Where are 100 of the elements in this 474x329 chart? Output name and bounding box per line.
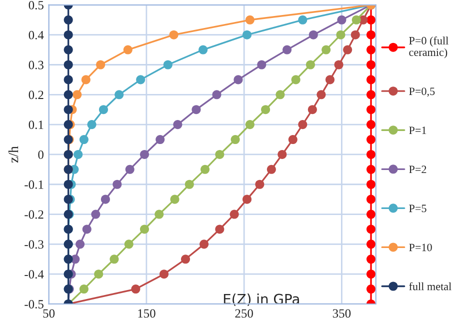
point (98, 105, 108, 114)
point (337, 15, 346, 24)
y-tick-label: -0.3 (24, 240, 44, 249)
point (79, 284, 88, 294)
point (212, 90, 222, 100)
point (266, 164, 276, 174)
point (91, 210, 100, 219)
point (123, 45, 132, 54)
point (76, 240, 85, 249)
point (366, 240, 376, 249)
point (366, 60, 376, 70)
point (245, 15, 254, 24)
point (366, 135, 376, 144)
y-tick-label: 0.3 (28, 60, 44, 70)
point (64, 30, 73, 40)
point (169, 30, 178, 40)
point (278, 150, 287, 159)
point (325, 75, 335, 84)
point (156, 135, 165, 144)
point (114, 90, 124, 100)
point (245, 120, 254, 130)
point (242, 194, 252, 204)
point (64, 45, 73, 54)
legend-label: P=5 (409, 204, 426, 212)
point (352, 15, 361, 24)
point (200, 240, 209, 249)
point (336, 30, 346, 40)
y-tick-label: 0.4 (28, 30, 44, 40)
point (234, 75, 243, 84)
point (291, 75, 300, 84)
point (198, 45, 208, 54)
point (64, 105, 73, 114)
point (160, 270, 169, 279)
x-tick-label: 350 (332, 309, 351, 318)
point (163, 60, 172, 70)
point (96, 60, 106, 70)
point (298, 120, 308, 130)
point (72, 90, 82, 100)
point (170, 194, 180, 204)
point (64, 60, 73, 70)
point (366, 210, 376, 219)
point (288, 135, 298, 144)
point (366, 284, 376, 294)
point (192, 105, 201, 114)
point (366, 30, 376, 40)
point (154, 210, 164, 219)
point (366, 194, 376, 204)
point (82, 224, 92, 234)
y-tick-label: -0.2 (24, 210, 44, 219)
point (74, 150, 83, 159)
point (125, 164, 134, 174)
point (257, 60, 266, 70)
y-tick-label: -0.5 (24, 300, 44, 309)
point (298, 15, 308, 24)
point (366, 45, 376, 54)
point (322, 45, 331, 54)
point (136, 75, 146, 84)
point (276, 90, 285, 100)
point (366, 75, 376, 84)
point (100, 194, 110, 204)
point (255, 180, 264, 189)
point (242, 30, 252, 40)
point (131, 284, 140, 294)
point (87, 120, 96, 130)
point (79, 135, 88, 144)
point (112, 180, 122, 189)
point (94, 270, 104, 279)
point (215, 224, 224, 234)
y-axis-title: z/h (8, 146, 18, 163)
legend-label: P=0 (full ceramic) (409, 36, 448, 58)
point (230, 210, 239, 219)
y-tick-label: 0.5 (28, 0, 44, 10)
point (200, 164, 210, 174)
point (215, 150, 224, 159)
point (343, 45, 352, 54)
point (316, 90, 326, 100)
legend-label: P=2 (409, 166, 426, 174)
point (180, 254, 190, 264)
point (366, 105, 376, 114)
point (366, 150, 376, 159)
point (230, 135, 240, 144)
point (184, 180, 194, 189)
point (64, 75, 73, 84)
point (282, 45, 292, 54)
y-tick-label: -0.4 (24, 270, 44, 279)
legend-label: P=10 (409, 244, 432, 252)
point (366, 254, 376, 264)
point (366, 15, 376, 24)
point (140, 224, 150, 234)
point (366, 120, 376, 130)
point (64, 90, 73, 100)
y-tick-label: -0.1 (24, 180, 44, 189)
point (366, 224, 376, 234)
point (64, 180, 73, 189)
point (261, 105, 270, 114)
point (308, 30, 318, 40)
point (124, 240, 134, 249)
x-tick-label: 150 (138, 309, 156, 318)
point (366, 164, 376, 174)
legend-label: P=0,5 (409, 88, 435, 97)
